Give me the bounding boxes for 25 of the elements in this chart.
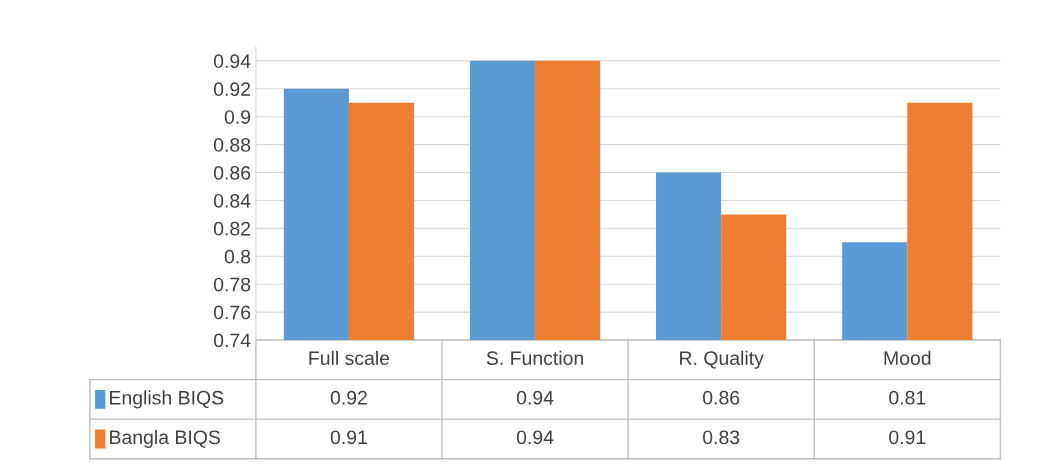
x-tick-label: S. Function (486, 350, 583, 366)
data-label: 0.94 (516, 430, 554, 445)
y-tick-label: 0.88 (213, 138, 251, 152)
legend-label: Bangla BIQS (110, 429, 220, 449)
data-label: 0.91 (330, 430, 367, 445)
x-tick-label: Full scale (309, 350, 390, 366)
legend-label: English BIQS (110, 390, 224, 409)
data-label: 0.81 (889, 390, 926, 405)
y-tick-label: 0.76 (213, 305, 251, 320)
data-label: 0.86 (703, 390, 740, 405)
x-tick-label: R. Quality (680, 350, 764, 369)
data-label: 0.91 (889, 430, 926, 445)
data-label: 0.83 (703, 430, 740, 445)
y-tick-label: 0.86 (213, 165, 251, 180)
data-label: 0.94 (516, 390, 554, 405)
data-label: 0.92 (330, 390, 367, 405)
y-tick-label: 0.92 (213, 82, 251, 97)
y-tick-label: 0.82 (213, 221, 251, 236)
y-tick-label: 0.94 (213, 54, 251, 69)
x-tick-label: Mood (884, 350, 931, 366)
y-tick-label: 0.74 (213, 333, 251, 348)
y-tick-label: 0.78 (213, 277, 251, 292)
y-tick-label: 0.84 (213, 193, 251, 208)
y-tick-label: 0.9 (224, 110, 251, 124)
y-tick-label: 0.8 (224, 249, 251, 264)
